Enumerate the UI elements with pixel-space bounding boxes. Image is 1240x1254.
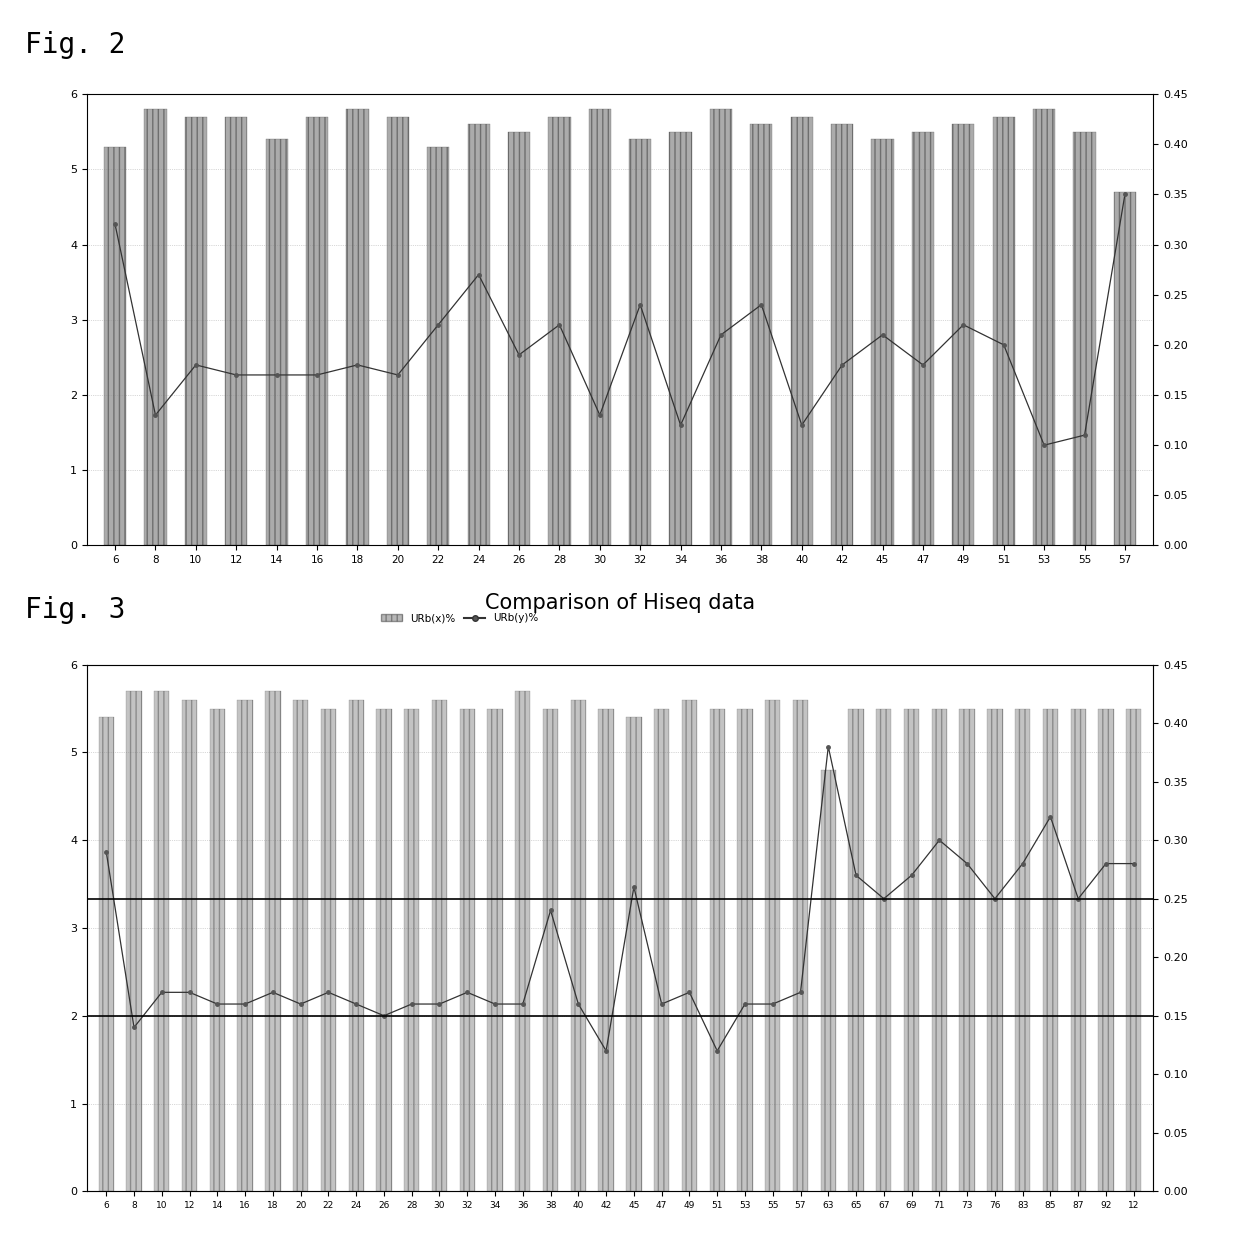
Text: Fig. 3: Fig. 3 [25,596,125,623]
Bar [508,132,531,545]
Bar [709,109,732,545]
Bar [1016,709,1030,1191]
Bar [765,700,780,1191]
Bar [821,770,836,1191]
Bar [877,709,892,1191]
Text: Fig. 2: Fig. 2 [25,31,125,59]
Bar [348,700,363,1191]
Bar [99,717,114,1191]
Bar [589,109,611,545]
Bar [460,709,475,1191]
Bar [185,117,207,545]
Bar [265,139,288,545]
Bar [104,147,126,545]
Bar [404,709,419,1191]
Bar [144,109,166,545]
Bar [548,117,570,545]
Bar [487,709,502,1191]
Bar [515,691,531,1191]
Bar [1033,109,1055,545]
Bar [987,709,1003,1191]
Bar [1126,709,1141,1191]
Bar [599,709,614,1191]
Bar [670,132,692,545]
Bar [653,709,670,1191]
Bar [432,700,448,1191]
Title: Comparison of Hiseq data: Comparison of Hiseq data [485,593,755,613]
Bar [210,709,224,1191]
Bar [952,124,975,545]
Bar [570,700,587,1191]
Bar [738,709,753,1191]
Bar [629,139,651,545]
Bar [993,117,1014,545]
Bar [346,109,368,545]
Bar [1099,709,1114,1191]
Bar [792,700,808,1191]
Bar [750,124,773,545]
Bar [467,124,490,545]
Bar [904,709,919,1191]
Bar [911,132,934,545]
Bar [1070,709,1086,1191]
Bar [154,691,170,1191]
Bar [831,124,853,545]
Bar [427,147,449,545]
Bar [1114,192,1136,545]
Bar [626,717,641,1191]
Bar [321,709,336,1191]
Bar [387,117,409,545]
Bar [237,700,253,1191]
Bar [872,139,894,545]
Bar [931,709,947,1191]
Bar [376,709,392,1191]
Bar [1074,132,1096,545]
Bar [126,691,141,1191]
Bar [182,700,197,1191]
Bar [709,709,725,1191]
Bar [306,117,329,545]
Bar [960,709,975,1191]
Bar [682,700,697,1191]
Bar [293,700,309,1191]
Bar [543,709,558,1191]
Bar [848,709,864,1191]
Legend: URb(x)%, URb(y)%: URb(x)%, URb(y)% [377,609,543,627]
Bar [226,117,247,545]
Bar [791,117,813,545]
Bar [1043,709,1058,1191]
Bar [265,691,280,1191]
